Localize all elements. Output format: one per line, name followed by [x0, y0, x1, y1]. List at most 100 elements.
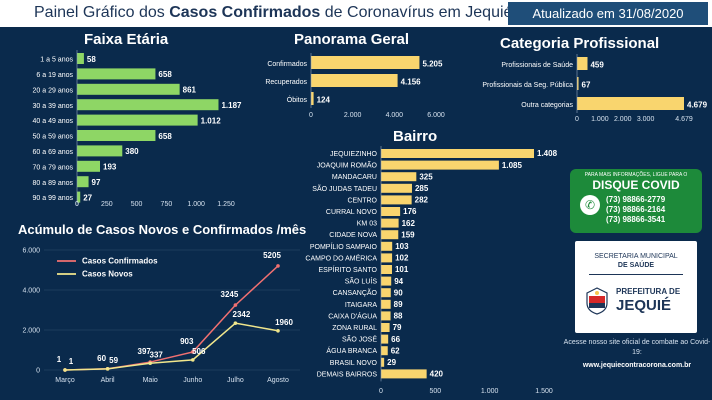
bairro-value: 285 [415, 184, 429, 193]
whatsapp-icon: ✆ [580, 195, 600, 215]
categoria-label: Profissionais da Seg. Pública [482, 82, 573, 89]
faixa-label: 30 a 39 anos [33, 103, 74, 110]
acumulo-xtick: Maio [143, 377, 158, 384]
acumulo-point [105, 367, 110, 371]
categoria-tick: 0 [575, 116, 579, 123]
bairro-label: BRASIL NOVO [330, 360, 378, 367]
disque-covid-box: PARA MAIS INFORMAÇÕES, LIGUE PARA O DISQ… [570, 169, 702, 233]
faixa-bar [77, 83, 180, 95]
categoria-bar [577, 97, 684, 110]
updated-badge: Atualizado em 31/08/2020 [508, 2, 708, 25]
faixa-bar [77, 160, 101, 172]
bairro-label: MANDACARU [332, 174, 377, 181]
phone-1[interactable]: (73) 98866-2779 [606, 195, 666, 204]
bairro-value: 103 [395, 242, 409, 251]
faixa-label: 40 a 49 anos [33, 118, 74, 125]
bairro-label: CAMPO DO AMÉRICA [305, 253, 377, 262]
faixa-label: 20 a 29 anos [33, 87, 74, 94]
panorama-label: Óbitos [287, 95, 308, 104]
faixa-value: 658 [158, 132, 172, 141]
bairro-bar [381, 288, 391, 298]
phone-2[interactable]: (73) 98866-2164 [606, 205, 666, 214]
faixa-value: 1.012 [201, 116, 222, 125]
bairro-bar [381, 149, 535, 158]
bairro-value: 1.408 [537, 149, 558, 158]
city-seal-icon [586, 287, 608, 315]
bairro-label: CAIXA D'ÁGUA [328, 311, 377, 320]
faixa-tick: 0 [75, 201, 79, 208]
faixa-value: 97 [92, 178, 101, 187]
acumulo-xtick: Junho [183, 377, 202, 384]
bairro-value: 282 [415, 196, 429, 205]
bairro-bar [381, 311, 391, 321]
footer-url[interactable]: www.jequiecontracorona.com.br [582, 362, 692, 369]
bairro-bar [381, 160, 499, 170]
faixa-bar [77, 176, 89, 188]
acumulo-data-label: 1 [57, 355, 62, 364]
bairro-value: 162 [402, 219, 416, 228]
bairro-bar [381, 276, 392, 286]
bairro-label: POMPÍLIO SAMPAIO [310, 242, 378, 251]
acumulo-legend-label: Casos Confirmados [82, 257, 158, 266]
categoria-tick: 3.000 [637, 116, 655, 123]
faixa-label: 1 a 5 anos [40, 57, 73, 64]
faixa-value: 58 [87, 55, 96, 64]
bairro-bar [381, 346, 388, 356]
acumulo-point [191, 350, 195, 354]
categoria-value: 67 [582, 80, 591, 89]
bairro-label: SÃO JUDAS TADEU [312, 184, 377, 193]
acumulo-data-label: 337 [150, 350, 164, 359]
secretaria-card: SECRETARIA MUNICIPAL DE SAÚDE PREFEITURA… [575, 241, 697, 333]
acumulo-title: Acúmulo de Casos Novos e Confirmados /mê… [18, 222, 307, 237]
bairro-label: CANSANÇÃO [333, 288, 378, 297]
bairro-label: SÃO LUÍS [345, 277, 378, 286]
acumulo-series-line [64, 322, 279, 371]
bairro-label: CENTRO [347, 197, 377, 204]
bairro-title: Bairro [393, 128, 438, 145]
categoria-bar [577, 77, 579, 90]
acumulo-xtick: Agosto [267, 377, 289, 384]
panorama-tick: 4.000 [386, 112, 404, 119]
faixa-label: 6 a 19 anos [36, 72, 73, 79]
acumulo-data-label: 903 [180, 337, 194, 346]
bairro-bar [381, 253, 393, 263]
disque-covid-heading: DISQUE COVID [592, 178, 680, 192]
faixa-title: Faixa Etária [84, 31, 169, 48]
acumulo-data-label: 1 [69, 357, 74, 366]
phone-3[interactable]: (73) 98866-3541 [606, 215, 666, 224]
faixa-tick: 1.000 [187, 201, 205, 208]
faixa-tick: 250 [101, 201, 113, 208]
acumulo-data-label: 60 [97, 354, 106, 363]
bairro-value: 79 [393, 323, 402, 332]
bairro-value: 89 [394, 300, 403, 309]
bairro-value: 420 [430, 370, 444, 379]
categoria-label: Profissionais de Saúde [501, 62, 573, 69]
bairro-bar [381, 323, 390, 332]
bairro-label: SÃO JOSÉ [342, 335, 377, 344]
secretaria-line-1: SECRETARIA MUNICIPAL [594, 253, 678, 260]
acumulo-point [233, 303, 238, 307]
bairro-bar [381, 357, 385, 367]
bairro-bar [381, 183, 412, 193]
secretaria-line-2: DE SAÚDE [617, 262, 655, 269]
bairro-bar [381, 218, 399, 228]
acumulo-legend-label: Casos Novos [82, 270, 133, 279]
categoria-tick: 4.679 [675, 116, 693, 123]
faixa-value: 27 [83, 193, 92, 202]
faixa-bar [77, 145, 123, 157]
acumulo-data-label: 397 [138, 347, 152, 356]
secretaria-divider [589, 274, 683, 275]
faixa-tick: 750 [161, 201, 173, 208]
bairro-label: JOAQUIM ROMÃO [317, 161, 378, 170]
panorama-label: Recuperados [265, 79, 307, 86]
panorama-label: Confirmados [267, 61, 307, 68]
faixa-label: 90 a 99 anos [33, 195, 74, 202]
faixa-bar [77, 114, 198, 126]
panorama-bar [311, 74, 398, 87]
bairro-bar [381, 334, 389, 344]
footer-text: Acesse nosso site oficial de combate ao … [563, 339, 711, 356]
acumulo-point [233, 321, 238, 325]
panorama-value: 124 [317, 95, 331, 104]
panorama-value: 4.156 [401, 77, 422, 86]
